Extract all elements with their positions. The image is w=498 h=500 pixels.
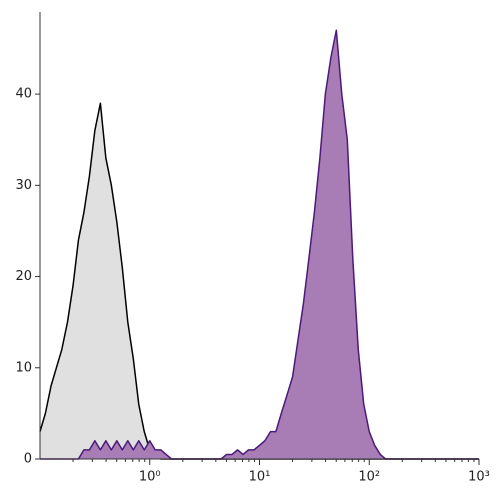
x-tick-label: 10⁰ bbox=[139, 470, 161, 485]
x-tick-label: 10³ bbox=[468, 470, 490, 485]
y-tick-label: 40 bbox=[15, 87, 32, 102]
y-tick-label: 10 bbox=[15, 360, 32, 375]
area-fill bbox=[40, 103, 479, 459]
y-tick-label: 30 bbox=[15, 178, 32, 193]
x-tick-label: 10¹ bbox=[249, 470, 271, 485]
y-tick-label: 0 bbox=[24, 452, 32, 467]
y-tick-label: 20 bbox=[15, 269, 32, 284]
x-tick-label: 10² bbox=[358, 470, 380, 485]
